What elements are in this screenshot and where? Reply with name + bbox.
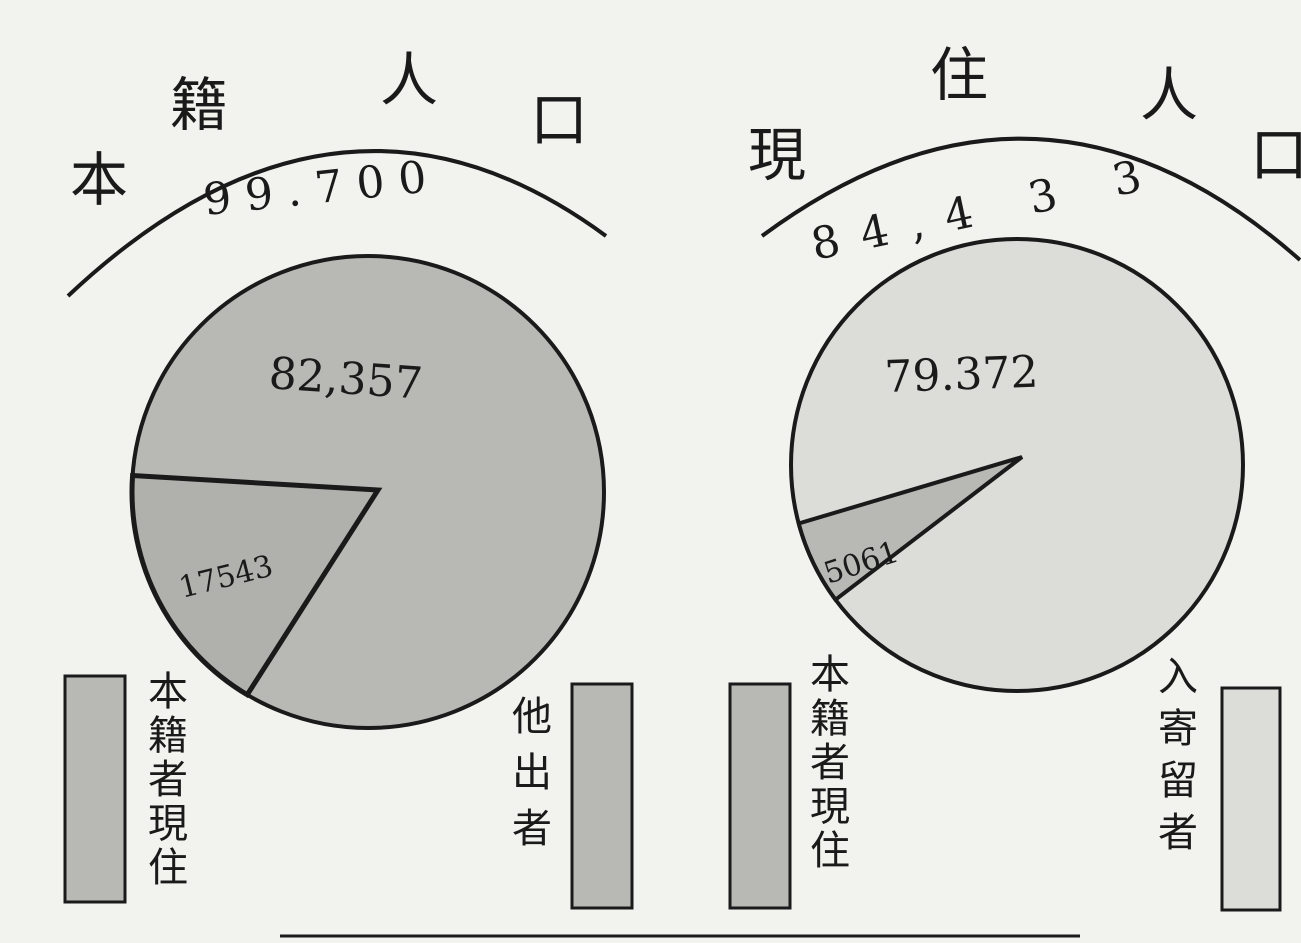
right-legend-label-resident: 本籍者現住 (810, 652, 850, 874)
right-title-char-4: 口 (1250, 121, 1301, 189)
left-legend-label-outmigrant: 他出者 (512, 694, 552, 852)
left-title-arc (66, 149, 608, 298)
right-legend-swatch-resident (728, 682, 792, 910)
left-total: 99.700 (201, 150, 443, 226)
chart-left: 本 籍 人 口 99.700 82,357 17543 本籍者現住 他出者 (63, 46, 634, 910)
right-pie-slice-inmigrants (796, 455, 1024, 603)
left-pie-slice-outmigrants (129, 472, 383, 699)
left-title-char-3: 人 (380, 46, 438, 114)
right-title-char-1: 現 (748, 121, 806, 189)
left-legend-swatch-outmigrant (570, 682, 634, 910)
right-pie-circle (789, 237, 1245, 693)
left-title-char-4: 口 (530, 86, 588, 154)
right-slice-label-main: 79.372 (884, 347, 1040, 403)
right-legend-swatch-inmigrant (1220, 686, 1282, 912)
left-legend-swatch-resident (63, 674, 127, 904)
right-title-char-2: 住 (930, 41, 988, 109)
right-title-char-3: 人 (1140, 61, 1198, 129)
left-title-char-2: 籍 (170, 71, 228, 139)
left-title-char-1: 本 (70, 146, 128, 214)
right-title-arc (760, 136, 1301, 262)
right-legend-label-inmigrant: 入寄留者 (1158, 654, 1198, 856)
left-legend-label-resident: 本籍者現住 (148, 669, 188, 891)
left-slice-label-main: 82,357 (267, 348, 424, 410)
chart-right: 現 住 人 口 84,4 3 3 79.372 5061 本籍者現住 入寄留者 (728, 41, 1301, 912)
